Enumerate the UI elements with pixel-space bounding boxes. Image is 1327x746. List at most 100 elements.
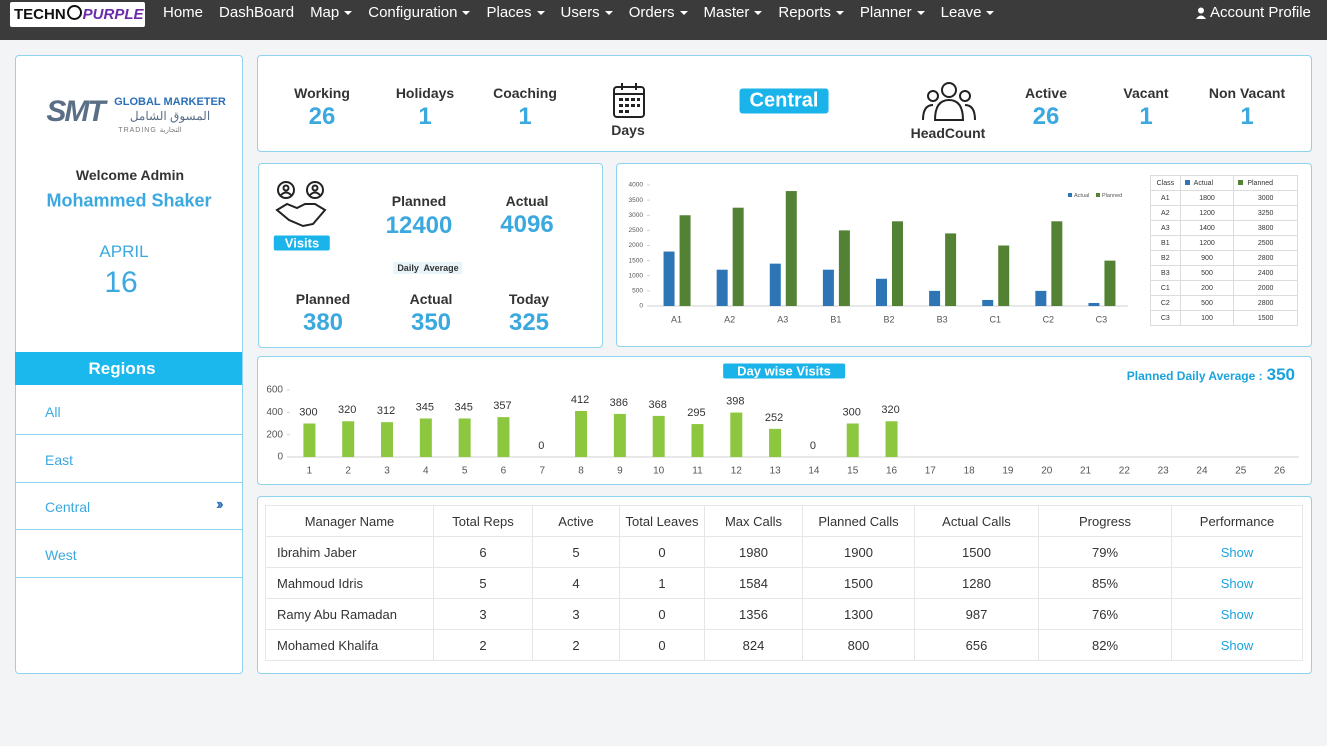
value-cell: 1400 <box>1179 220 1235 236</box>
y-tick-label: 200 <box>266 429 283 440</box>
nav-item[interactable]: Map <box>310 4 353 21</box>
bar <box>769 263 781 306</box>
nav-item-label: Configuration <box>368 4 458 21</box>
bar <box>613 413 626 457</box>
value-label: 252 <box>765 412 783 424</box>
table-cell: 1980 <box>704 536 803 568</box>
bar <box>497 417 510 457</box>
region-item[interactable]: East <box>15 437 242 483</box>
table-row: Mahmoud Idris 5 4 1 1584 1500 1280 85% Show <box>265 567 1303 599</box>
brand[interactable]: TECHN PURPLE <box>14 5 144 23</box>
class-table-row: C2 500 2800 <box>1150 295 1298 311</box>
bar <box>1051 221 1063 306</box>
day-stat-value: 1 <box>518 103 532 130</box>
column-header: Performance <box>1171 505 1303 537</box>
class-cell: B1 <box>1150 235 1181 251</box>
nav-item[interactable]: Configuration <box>368 4 471 21</box>
legend-label: Planned <box>1102 193 1122 199</box>
table-cell: 5 <box>532 536 620 568</box>
x-tick-label: 15 <box>847 466 859 477</box>
y-tick-label: 2500 <box>629 227 644 234</box>
class-table-row: A3 1400 3800 <box>1150 220 1298 236</box>
calendar-icon <box>613 83 645 118</box>
value-cell: 200 <box>1179 280 1235 296</box>
x-tick-label: B1 <box>830 314 841 324</box>
value-cell: 3250 <box>1233 205 1298 221</box>
headcount-stat-value: 1 <box>1240 103 1254 130</box>
nav-item[interactable]: Leave <box>941 4 995 21</box>
nav-item[interactable]: Planner <box>860 4 925 21</box>
region-item[interactable]: West <box>15 532 242 578</box>
legend-swatch <box>1068 193 1072 197</box>
column-header: Total Leaves <box>619 505 705 537</box>
daily-label: Actual <box>409 291 453 307</box>
value-cell: 500 <box>1179 265 1235 281</box>
caret <box>679 10 688 15</box>
table-cell: 1300 <box>802 598 915 630</box>
column-header: Actual Calls <box>914 505 1039 537</box>
value-label: 345 <box>416 401 434 413</box>
show-link[interactable]: Show <box>1171 598 1303 630</box>
table-row: Mohamed Khalifa 2 2 0 824 800 656 82% Show <box>265 629 1303 661</box>
selected-arrow: ›› <box>216 496 223 513</box>
region-item[interactable]: Central <box>15 484 242 530</box>
annotation-value: 350 <box>1266 365 1295 384</box>
brand-globe <box>66 5 82 20</box>
logo-sub: TRADING التجارية <box>118 127 182 134</box>
regions-title: Regions <box>88 359 156 378</box>
region-item[interactable]: All <box>15 389 242 435</box>
bar <box>876 278 887 306</box>
value-label: 320 <box>338 404 356 416</box>
nav-item-label: DashBoard <box>219 4 295 21</box>
table-cell: Ibrahim Jaber <box>265 536 434 568</box>
value-cell: 2800 <box>1233 250 1298 266</box>
logo-name: GLOBAL MARKETER <box>114 96 226 108</box>
table-cell: 0 <box>619 598 705 630</box>
account-profile[interactable]: Account Profile <box>1210 4 1311 21</box>
daily-average-label: Daily Average <box>393 262 463 274</box>
legend-swatch <box>1096 193 1100 197</box>
nav-item[interactable]: Users <box>561 4 613 21</box>
value-label: 412 <box>571 394 589 406</box>
caret <box>835 10 844 15</box>
nav-item[interactable]: DashBoard <box>219 4 294 21</box>
bar <box>303 423 316 457</box>
y-tick-label: 0 <box>277 452 283 463</box>
nav-item[interactable]: Places <box>486 4 545 21</box>
x-tick-label: 4 <box>423 466 429 477</box>
y-tick-label: 2000 <box>629 242 644 249</box>
visits-icon <box>275 181 327 228</box>
bar <box>716 269 728 306</box>
show-link[interactable]: Show <box>1171 629 1303 661</box>
bar <box>998 245 1010 306</box>
value-cell: 3000 <box>1233 190 1298 206</box>
table-cell: 656 <box>914 629 1039 661</box>
table-cell: 3 <box>532 598 620 630</box>
class-table-row: A2 1200 3250 <box>1150 205 1298 221</box>
user-glyph <box>1196 7 1206 19</box>
x-tick-label: 16 <box>886 466 898 477</box>
value-cell: 3800 <box>1233 220 1298 236</box>
x-tick-label: 10 <box>653 466 665 477</box>
bar <box>945 233 957 306</box>
nav-item[interactable]: Master <box>704 4 763 21</box>
nav-item[interactable]: Orders <box>629 4 688 21</box>
table-cell: 2 <box>532 629 620 661</box>
x-tick-label: 24 <box>1196 466 1208 477</box>
show-link[interactable]: Show <box>1171 567 1303 599</box>
class-cell: C3 <box>1150 310 1181 326</box>
x-tick-label: 11 <box>692 466 703 477</box>
show-link[interactable]: Show <box>1171 536 1303 568</box>
table-cell: 85% <box>1038 567 1172 599</box>
value-cell: 1200 <box>1179 205 1235 221</box>
class-chart: 0 500 1000 1500 2000 2500 3000 3500 4000 A1 A2 A3 B1… <box>629 182 1128 324</box>
table-cell: 5 <box>433 567 533 599</box>
monthly-value: 4096 <box>500 211 554 238</box>
y-tick-label: 1000 <box>629 272 644 279</box>
nav-item[interactable]: Home <box>163 4 203 21</box>
nav-item[interactable]: Reports <box>778 4 844 21</box>
table-header-row: Manager Name Total Reps Active Total Leaves… <box>265 505 1303 537</box>
table-cell: 1280 <box>914 567 1039 599</box>
headcount-stat-label: Non Vacant <box>1208 85 1286 101</box>
monthly-label: Actual <box>505 193 549 209</box>
